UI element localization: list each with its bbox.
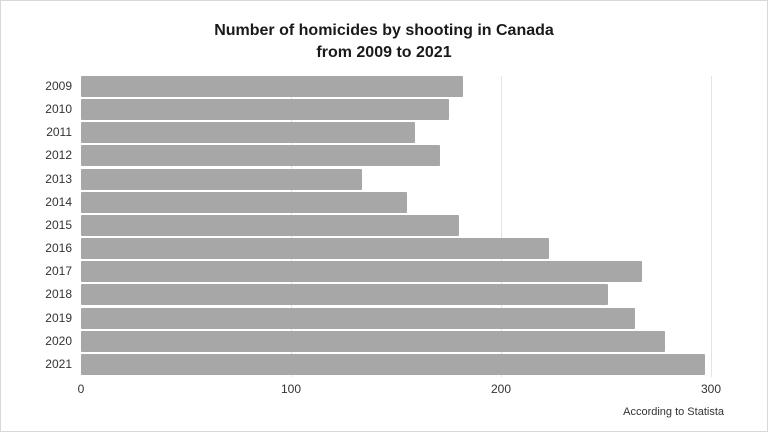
chart-title-line-1: Number of homicides by shooting in Canad…	[214, 22, 554, 39]
bar-2021	[81, 353, 705, 375]
y-label-2018: 2018	[45, 287, 72, 302]
bar-2011	[81, 122, 415, 144]
y-label-2011: 2011	[46, 125, 72, 140]
bar-2010	[81, 99, 449, 121]
y-label-2012: 2012	[45, 148, 72, 163]
y-label-2014: 2014	[45, 194, 72, 209]
bar-2020	[81, 330, 665, 352]
y-label-2015: 2015	[45, 217, 72, 232]
y-label-2017: 2017	[45, 264, 72, 279]
bar-2018	[81, 284, 609, 306]
x-tick-200: 200	[490, 382, 512, 396]
bar-2014	[81, 191, 407, 213]
y-label-2021: 2021	[45, 356, 72, 371]
gridline-200	[501, 76, 502, 377]
y-label-2019: 2019	[45, 310, 72, 325]
bar-2019	[81, 307, 636, 329]
x-tick-100: 100	[280, 382, 302, 396]
bar-2013	[81, 168, 363, 190]
source-note: According to Statista	[623, 406, 724, 418]
chart-title-line-2: from 2009 to 2021	[316, 44, 452, 61]
chart-title: Number of homicides by shooting in Canad…	[0, 20, 768, 64]
bar-2016	[81, 238, 550, 260]
bar-2015	[81, 214, 459, 236]
plot-area	[81, 76, 712, 377]
y-label-2013: 2013	[45, 171, 72, 186]
bar-2017	[81, 261, 642, 283]
x-tick-300: 300	[700, 382, 722, 396]
y-label-2009: 2009	[45, 79, 72, 93]
bar-2012	[81, 145, 441, 167]
y-label-2010: 2010	[45, 102, 72, 117]
y-label-2020: 2020	[45, 333, 72, 348]
bar-2009	[81, 76, 464, 97]
y-label-2016: 2016	[45, 241, 72, 256]
x-tick-0: 0	[77, 382, 85, 396]
gridline-300	[711, 76, 712, 377]
